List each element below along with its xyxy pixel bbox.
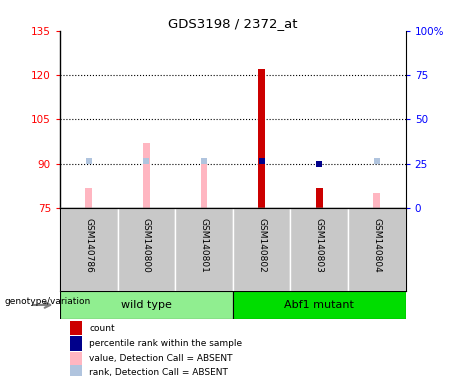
Title: GDS3198 / 2372_at: GDS3198 / 2372_at bbox=[168, 17, 297, 30]
Bar bbox=[316, 187, 323, 208]
Text: genotype/variation: genotype/variation bbox=[5, 297, 91, 306]
Text: GSM140801: GSM140801 bbox=[200, 218, 208, 273]
Bar bbox=[70, 365, 83, 379]
Text: wild type: wild type bbox=[121, 300, 172, 310]
FancyBboxPatch shape bbox=[233, 208, 290, 291]
Text: rank, Detection Call = ABSENT: rank, Detection Call = ABSENT bbox=[89, 367, 228, 377]
Text: count: count bbox=[89, 324, 115, 333]
FancyBboxPatch shape bbox=[290, 208, 348, 291]
Text: GSM140803: GSM140803 bbox=[315, 218, 324, 273]
Bar bbox=[70, 336, 83, 351]
Bar bbox=[70, 321, 83, 335]
Bar bbox=[201, 161, 207, 208]
Bar bbox=[85, 187, 92, 208]
Text: GSM140802: GSM140802 bbox=[257, 218, 266, 273]
Text: Abf1 mutant: Abf1 mutant bbox=[284, 300, 354, 310]
FancyBboxPatch shape bbox=[60, 291, 233, 319]
Bar bbox=[258, 69, 265, 208]
Bar bbox=[373, 194, 380, 208]
Text: GSM140804: GSM140804 bbox=[372, 218, 381, 273]
Bar bbox=[70, 352, 83, 366]
Text: percentile rank within the sample: percentile rank within the sample bbox=[89, 339, 242, 348]
Text: GSM140800: GSM140800 bbox=[142, 218, 151, 273]
Bar bbox=[143, 143, 150, 208]
FancyBboxPatch shape bbox=[175, 208, 233, 291]
FancyBboxPatch shape bbox=[118, 208, 175, 291]
FancyBboxPatch shape bbox=[60, 208, 118, 291]
FancyBboxPatch shape bbox=[348, 208, 406, 291]
Text: GSM140786: GSM140786 bbox=[84, 218, 93, 273]
Text: value, Detection Call = ABSENT: value, Detection Call = ABSENT bbox=[89, 354, 233, 363]
FancyBboxPatch shape bbox=[233, 291, 406, 319]
